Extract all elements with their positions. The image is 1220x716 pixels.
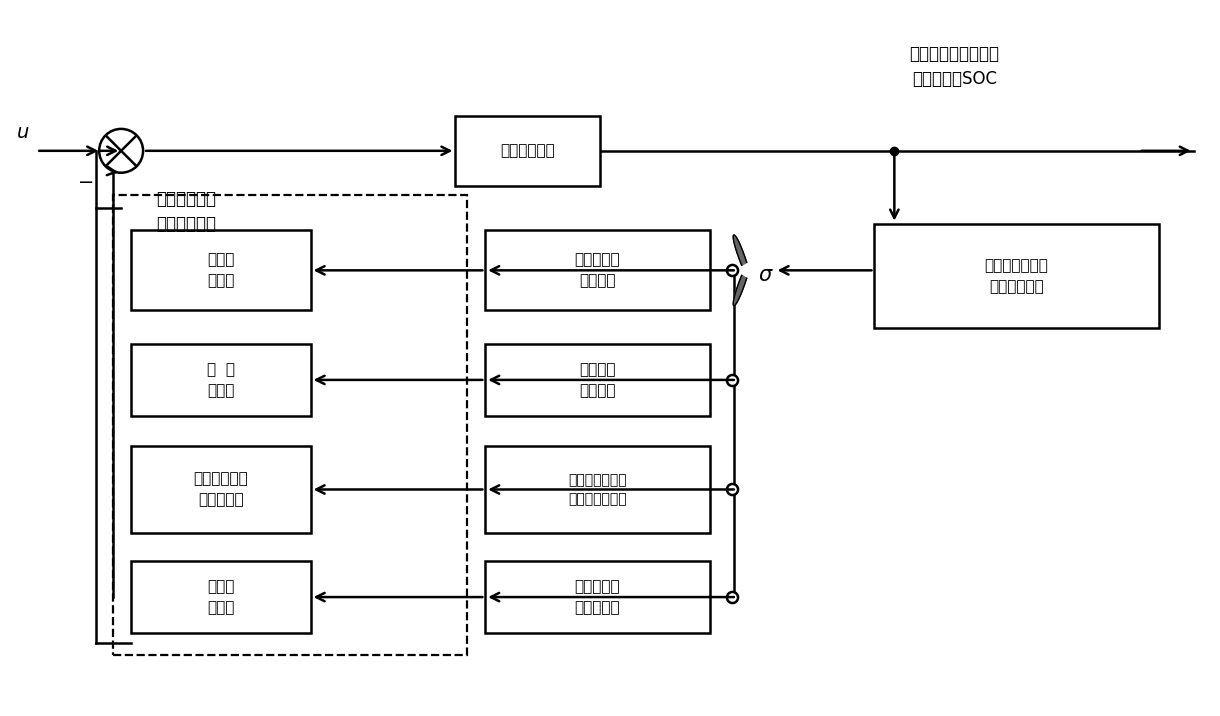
Text: 电机驱动
工作模式: 电机驱动 工作模式 <box>580 362 616 398</box>
FancyBboxPatch shape <box>486 231 710 310</box>
FancyBboxPatch shape <box>131 561 311 633</box>
Text: 发动机
控制器: 发动机 控制器 <box>207 252 234 289</box>
Polygon shape <box>733 235 747 266</box>
Text: 能量回馈制
动工作模式: 能量回馈制 动工作模式 <box>575 579 620 615</box>
FancyBboxPatch shape <box>486 561 710 633</box>
Text: −: − <box>78 173 94 192</box>
FancyBboxPatch shape <box>875 223 1159 328</box>
Polygon shape <box>733 276 747 306</box>
Text: 发动机和电机混
合驱动工作模式: 发动机和电机混 合驱动工作模式 <box>569 473 627 506</box>
Text: 以行驶路况为驱
动的切换规则: 以行驶路况为驱 动的切换规则 <box>985 258 1048 294</box>
Text: u: u <box>17 123 29 142</box>
Text: 发动机、电机
混合控制器: 发动机、电机 混合控制器 <box>194 472 248 508</box>
Text: 电  机
控制器: 电 机 控制器 <box>207 362 235 398</box>
Text: 燃油消耗率、发动机
转速、电池SOC: 燃油消耗率、发动机 转速、电池SOC <box>909 45 999 88</box>
FancyBboxPatch shape <box>455 116 600 185</box>
Text: 发动机
控制器: 发动机 控制器 <box>207 579 234 615</box>
FancyBboxPatch shape <box>131 445 311 533</box>
FancyBboxPatch shape <box>486 344 710 416</box>
FancyBboxPatch shape <box>131 344 311 416</box>
Text: 发动机驱动
工作模式: 发动机驱动 工作模式 <box>575 252 620 289</box>
Text: 混合动力汽车: 混合动力汽车 <box>500 143 555 158</box>
Text: 多模型切换能
量管理控制器: 多模型切换能 量管理控制器 <box>156 190 216 233</box>
FancyBboxPatch shape <box>486 445 710 533</box>
Text: σ: σ <box>758 266 771 285</box>
FancyBboxPatch shape <box>131 231 311 310</box>
